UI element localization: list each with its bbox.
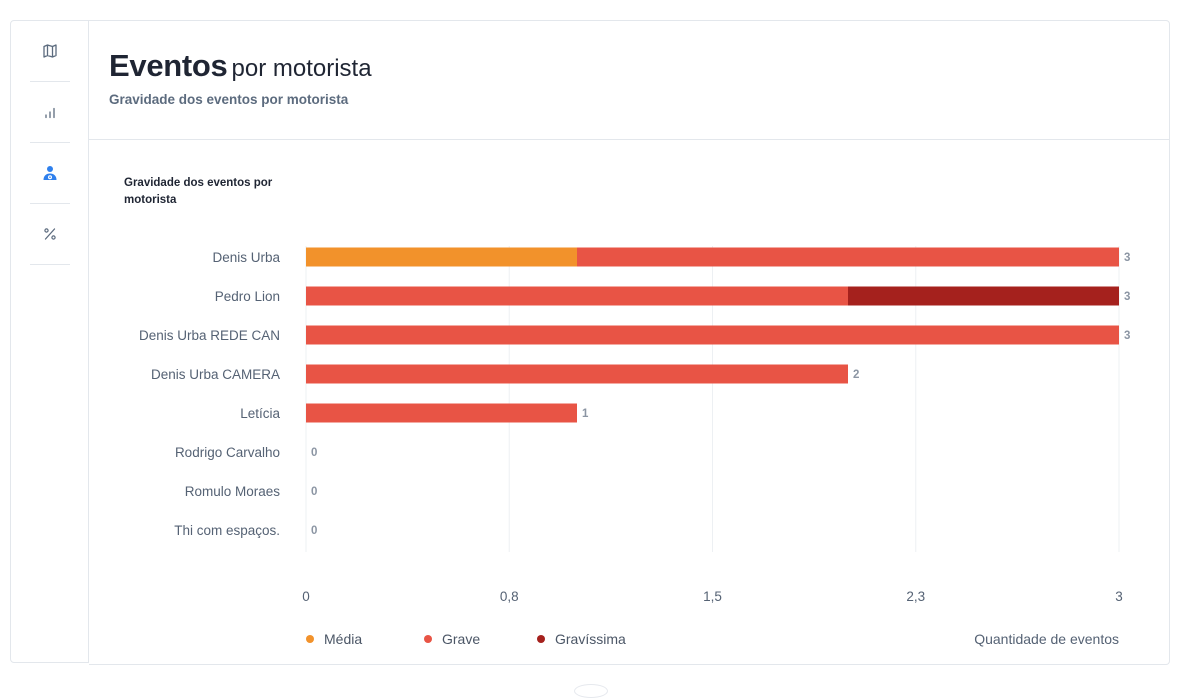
page-title-light: por motorista	[231, 55, 372, 82]
page-title-strong: Eventos	[109, 48, 228, 83]
sidebar-item-chart[interactable]	[30, 82, 70, 143]
sidebar-item-percent[interactable]	[30, 204, 70, 265]
category-label-7: Thi com espaços.	[174, 523, 280, 538]
x-tick-label-4: 3	[1115, 589, 1123, 604]
stacked-bar-chart: 0 0,8 1,5 2,3 3 Denis Urba 3 Pedro Lion 3 Denis U…	[139, 246, 1130, 647]
page-header: Eventos por motorista Gravidade dos event…	[89, 21, 1169, 140]
driver-icon	[43, 166, 57, 180]
sidebar-item-drivers[interactable]	[30, 143, 70, 204]
category-label-6: Romulo Moraes	[185, 484, 281, 499]
legend-marker-1	[424, 635, 432, 643]
category-label-2: Denis Urba REDE CAN	[139, 328, 280, 343]
map-icon	[43, 44, 57, 58]
legend-marker-2	[537, 635, 545, 643]
category-label-3: Denis Urba CAMERA	[151, 367, 280, 382]
category-label-5: Rodrigo Carvalho	[175, 445, 280, 460]
main-panel: Eventos por motorista Gravidade dos event…	[89, 20, 1170, 665]
bar-3-1	[306, 364, 848, 384]
value-label-5: 0	[311, 447, 317, 459]
legend: Média Grave Gravíssima Quantidade de evento…	[306, 631, 1119, 647]
x-tick-label-2: 1,5	[703, 589, 722, 604]
bar-0-1	[577, 247, 1119, 267]
category-label-1: Pedro Lion	[215, 289, 280, 304]
value-label-1: 3	[1124, 291, 1130, 303]
percent-icon	[44, 228, 56, 240]
sidebar	[10, 20, 89, 663]
bar-2-1	[306, 325, 1119, 345]
legend-label-0: Média	[324, 631, 362, 647]
value-label-4: 1	[582, 408, 589, 420]
value-label-7: 0	[311, 525, 317, 537]
page-subtitle: Gravidade dos eventos por motorista	[109, 92, 349, 107]
value-label-2: 3	[1124, 330, 1130, 342]
labels: 0 0,8 1,5 2,3 3 Denis Urba 3 Pedro Lion 3 Denis U…	[139, 250, 1130, 604]
x-axis-title: Quantidade de eventos	[974, 631, 1119, 647]
sidebar-item-map[interactable]	[30, 21, 70, 82]
legend-label-2: Gravíssima	[555, 631, 626, 647]
category-label-0: Denis Urba	[212, 250, 280, 265]
bar-chart-icon	[45, 107, 55, 119]
bar-0-0	[306, 247, 577, 267]
x-tick-label-1: 0,8	[500, 589, 519, 604]
page-title: Eventos por motorista	[109, 47, 372, 84]
x-tick-label-0: 0	[302, 589, 310, 604]
legend-marker-0	[306, 635, 314, 643]
category-label-4: Letícia	[240, 406, 280, 421]
bar-1-1	[306, 286, 848, 306]
bar-1-2	[848, 286, 1119, 306]
x-tick-label-3: 2,3	[906, 589, 925, 604]
bar-4-1	[306, 403, 577, 423]
value-label-0: 3	[1124, 252, 1130, 264]
chart-title: Gravidade dos eventos por motorista	[124, 177, 273, 206]
value-label-6: 0	[311, 486, 317, 498]
scroll-hint	[574, 684, 608, 698]
value-label-3: 2	[853, 369, 859, 381]
bars	[306, 247, 1119, 423]
legend-label-1: Grave	[442, 631, 480, 647]
